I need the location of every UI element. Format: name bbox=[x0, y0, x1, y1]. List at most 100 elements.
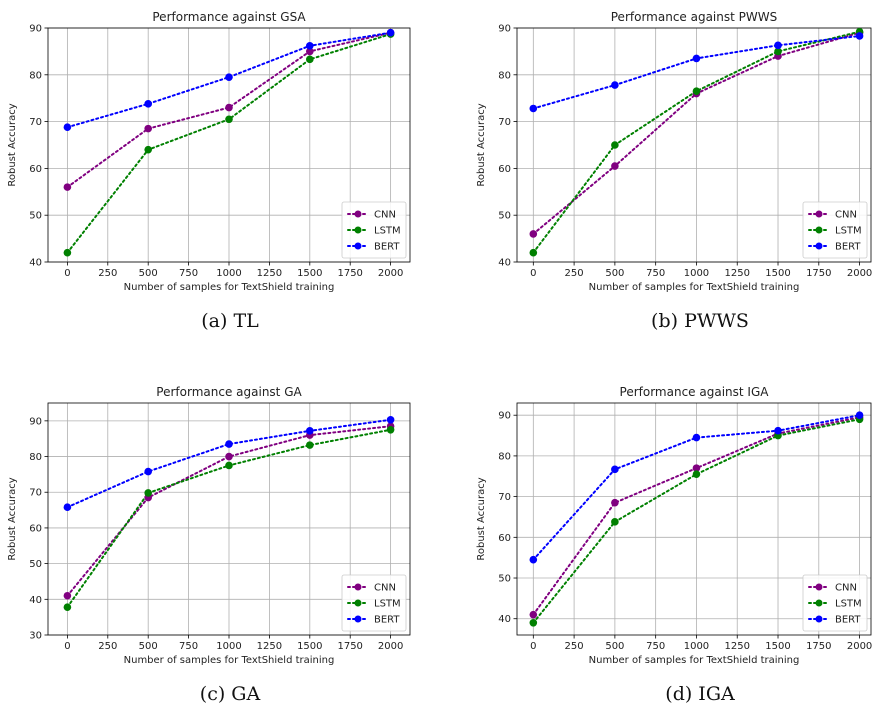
y-tick-label: 50 bbox=[498, 211, 511, 222]
y-tick-label: 60 bbox=[498, 533, 511, 544]
legend-label-lstm: LSTM bbox=[374, 226, 401, 237]
x-tick-label: 1250 bbox=[257, 268, 282, 279]
data-point-cnn bbox=[225, 452, 233, 461]
legend-swatch-marker bbox=[815, 615, 823, 623]
legend-label-cnn: CNN bbox=[835, 210, 857, 221]
data-point-bert bbox=[306, 427, 314, 435]
x-tick-label: 500 bbox=[605, 268, 624, 279]
x-tick-label: 1250 bbox=[725, 268, 750, 279]
data-point-lstm bbox=[529, 248, 538, 257]
data-point-lstm bbox=[225, 115, 233, 124]
data-point-lstm bbox=[692, 87, 701, 95]
legend-label-cnn: CNN bbox=[835, 583, 857, 594]
data-point-bert bbox=[529, 104, 538, 113]
y-tick-label: 90 bbox=[29, 416, 42, 427]
y-tick-label: 70 bbox=[29, 488, 42, 499]
data-point-cnn bbox=[63, 183, 72, 191]
y-tick-label: 80 bbox=[29, 70, 42, 81]
chart-title: Performance against IGA bbox=[620, 385, 770, 399]
x-axis-label: Number of samples for TextShield trainin… bbox=[589, 282, 800, 293]
series-line-bert bbox=[66, 418, 392, 509]
x-tick-label: 0 bbox=[530, 268, 536, 279]
legend-swatch-marker bbox=[354, 210, 362, 218]
x-tick-label: 1000 bbox=[216, 268, 241, 279]
legend-label-lstm: LSTM bbox=[835, 226, 862, 237]
y-tick-label: 50 bbox=[29, 211, 42, 222]
data-point-bert bbox=[774, 41, 782, 50]
data-point-lstm bbox=[529, 618, 538, 627]
chart-panel-pwws: 0 250 500 750 1000 1250 1500 1750 2000 40 50 60 70 80… bbox=[440, 0, 873, 300]
chart-panel-tl: 0 250 500 750 1000 1250 1500 1750 2000 40 50 60 70 80… bbox=[0, 0, 430, 300]
x-tick-label: 500 bbox=[605, 641, 624, 652]
data-point-lstm bbox=[144, 145, 152, 154]
x-tick-label: 1500 bbox=[297, 641, 322, 652]
data-point-bert bbox=[855, 32, 864, 40]
legend-swatch-marker bbox=[354, 242, 362, 250]
x-tick-label: 500 bbox=[139, 268, 158, 279]
data-point-bert bbox=[386, 28, 395, 37]
chart-svg-iga: 0 250 500 750 1000 1250 1500 1750 2000 40 50 60 70 80… bbox=[476, 385, 872, 666]
data-point-bert bbox=[692, 54, 701, 63]
data-point-bert bbox=[63, 503, 72, 512]
plot-frame bbox=[516, 27, 872, 263]
chart-title: Performance against PWWS bbox=[611, 10, 777, 24]
x-tick-label: 1750 bbox=[806, 641, 831, 652]
x-tick-label: 1750 bbox=[806, 268, 831, 279]
data-point-bert bbox=[529, 555, 538, 564]
x-tick-label: 500 bbox=[139, 641, 158, 652]
data-point-lstm bbox=[225, 461, 233, 470]
legend-label-cnn: CNN bbox=[374, 583, 396, 594]
y-tick-label: 40 bbox=[498, 258, 511, 269]
legend-swatch-marker bbox=[815, 210, 823, 218]
x-axis-label: Number of samples for TextShield trainin… bbox=[589, 655, 800, 666]
data-point-bert bbox=[306, 41, 314, 50]
y-tick-label: 70 bbox=[29, 117, 42, 128]
legend-swatch-marker bbox=[815, 583, 823, 591]
x-tick-label: 2000 bbox=[378, 641, 403, 652]
y-axis-label: Robust Accuracy bbox=[476, 477, 487, 560]
y-tick-label: 30 bbox=[29, 631, 42, 642]
x-tick-label: 1500 bbox=[765, 641, 790, 652]
caption-pwws: (b) PWWS bbox=[651, 310, 749, 332]
legend-swatch-marker bbox=[354, 583, 362, 591]
y-tick-label: 80 bbox=[498, 70, 511, 81]
legend-label-bert: BERT bbox=[835, 615, 861, 626]
caption-tl: (a) TL bbox=[201, 310, 259, 332]
x-tick-label: 1250 bbox=[725, 641, 750, 652]
x-tick-label: 1750 bbox=[337, 641, 362, 652]
data-point-lstm bbox=[144, 489, 152, 497]
x-tick-label: 250 bbox=[565, 268, 584, 279]
y-axis-label: Robust Accuracy bbox=[7, 103, 18, 186]
legend-label-cnn: CNN bbox=[374, 210, 396, 221]
data-point-lstm bbox=[63, 248, 72, 257]
data-point-cnn bbox=[225, 103, 233, 112]
y-axis-label: Robust Accuracy bbox=[476, 103, 487, 186]
data-point-bert bbox=[225, 73, 233, 81]
data-point-cnn bbox=[63, 591, 72, 600]
y-axis-label: Robust Accuracy bbox=[7, 477, 18, 560]
data-point-bert bbox=[144, 100, 152, 108]
x-axis-label: Number of samples for TextShield trainin… bbox=[124, 655, 335, 666]
legend-label-bert: BERT bbox=[374, 615, 400, 626]
y-tick-label: 70 bbox=[498, 492, 511, 503]
data-point-cnn bbox=[529, 230, 538, 238]
data-point-bert bbox=[144, 467, 152, 476]
data-point-bert bbox=[692, 433, 701, 442]
x-tick-label: 250 bbox=[98, 268, 117, 279]
x-tick-label: 1000 bbox=[684, 641, 709, 652]
x-tick-label: 1500 bbox=[297, 268, 322, 279]
chart-title: Performance against GA bbox=[156, 385, 302, 399]
x-tick-label: 750 bbox=[179, 268, 198, 279]
legend-label-bert: BERT bbox=[374, 242, 400, 253]
y-tick-label: 60 bbox=[29, 164, 42, 175]
y-tick-label: 80 bbox=[29, 452, 42, 463]
data-point-bert bbox=[611, 465, 619, 474]
y-tick-label: 90 bbox=[498, 24, 511, 35]
data-point-lstm bbox=[63, 603, 72, 611]
data-point-cnn bbox=[692, 464, 701, 472]
legend-swatch-marker bbox=[815, 599, 823, 607]
x-tick-label: 750 bbox=[646, 641, 665, 652]
y-tick-label: 40 bbox=[29, 258, 42, 269]
x-tick-label: 250 bbox=[98, 641, 117, 652]
x-tick-label: 1000 bbox=[684, 268, 709, 279]
